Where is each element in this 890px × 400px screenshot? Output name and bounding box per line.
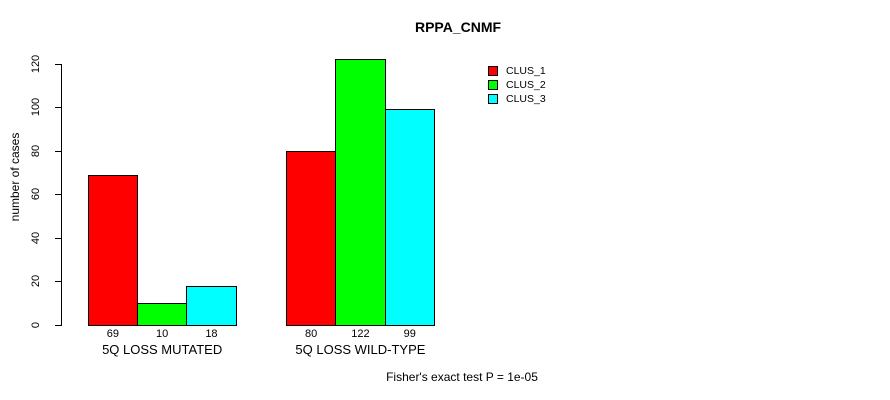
- bar-clus_2-group-2: [335, 59, 386, 326]
- bar-clus_2-group-1: [137, 303, 188, 326]
- y-axis-tick-label: 120: [30, 54, 42, 73]
- legend: CLUS_1 CLUS_2 CLUS_3: [488, 64, 546, 106]
- legend-item-clus-1: CLUS_1: [488, 64, 546, 78]
- y-axis-tick-label: 20: [30, 275, 42, 288]
- y-axis-tick: [54, 63, 61, 65]
- y-axis-tick-label: 100: [30, 97, 42, 117]
- legend-label-clus-1: CLUS_1: [506, 65, 546, 77]
- bar-value-label: 10: [156, 327, 169, 340]
- y-axis-tick: [54, 324, 61, 326]
- chart-title: RPPA_CNMF: [414, 19, 502, 35]
- bar-clus_1-group-2: [286, 150, 337, 326]
- legend-swatch-clus-3-icon: [488, 94, 498, 104]
- y-axis-tick: [54, 237, 61, 239]
- y-axis-tick-label: 60: [30, 188, 42, 201]
- y-axis-tick: [54, 150, 61, 152]
- bar-value-label: 69: [106, 327, 119, 340]
- bar-value-label: 18: [205, 327, 218, 340]
- y-axis-line: [61, 63, 62, 326]
- annotation-text: Fisher's exact test P = 1e-05: [386, 370, 538, 384]
- legend-swatch-clus-1-icon: [488, 66, 498, 76]
- y-axis-tick-label: 0: [30, 321, 42, 328]
- bar-value-label: 99: [403, 327, 416, 340]
- y-axis-tick-label: 80: [30, 144, 42, 157]
- legend-label-clus-3: CLUS_3: [506, 93, 546, 105]
- y-axis-tick: [54, 281, 61, 283]
- legend-item-clus-2: CLUS_2: [488, 78, 546, 92]
- x-category-label: 5Q LOSS MUTATED: [102, 342, 223, 357]
- bar-value-label: 122: [351, 327, 370, 340]
- y-axis-tick: [54, 107, 61, 109]
- bar-clus_1-group-1: [87, 174, 138, 326]
- legend-label-clus-2: CLUS_2: [506, 79, 546, 91]
- x-category-label: 5Q LOSS WILD-TYPE: [295, 342, 426, 357]
- legend-swatch-clus-2-icon: [488, 80, 498, 90]
- y-axis-title: number of cases: [8, 132, 22, 222]
- legend-item-clus-3: CLUS_3: [488, 92, 546, 106]
- bar-clus_3-group-1: [186, 285, 237, 326]
- y-axis-tick-label: 40: [30, 231, 42, 244]
- bar-clus_3-group-2: [384, 109, 435, 326]
- y-axis-tick: [54, 194, 61, 196]
- bar-value-label: 80: [305, 327, 318, 340]
